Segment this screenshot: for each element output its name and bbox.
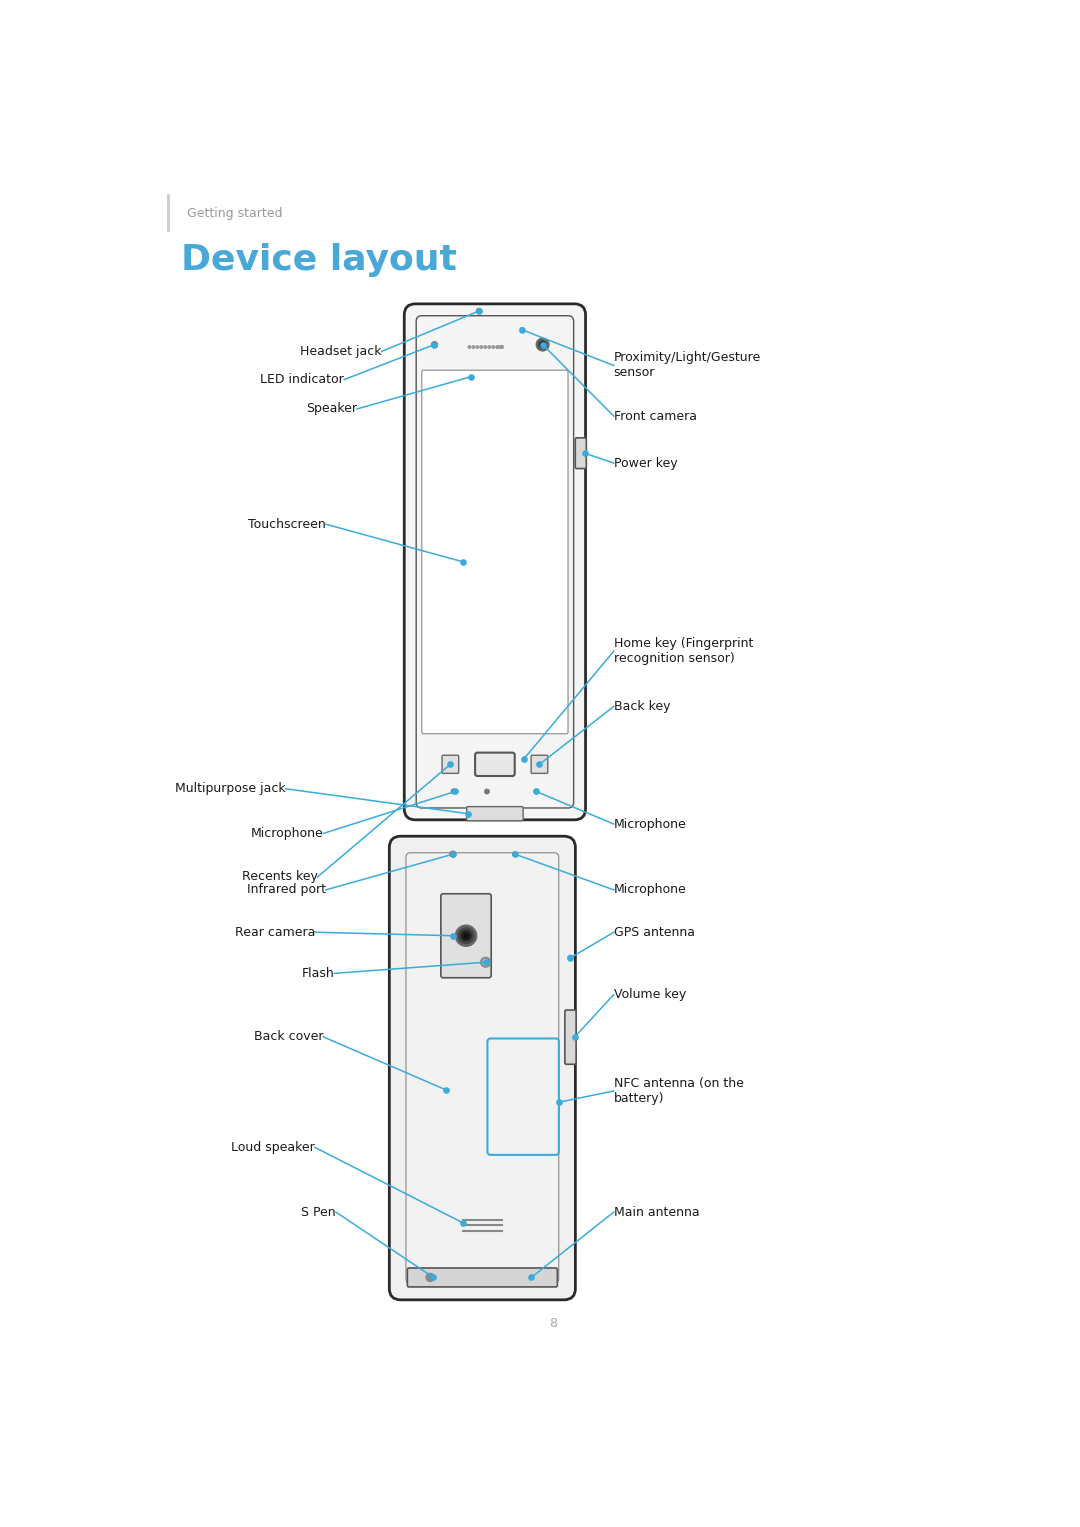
Text: Loud speaker: Loud speaker xyxy=(231,1141,315,1154)
Circle shape xyxy=(484,345,487,348)
FancyBboxPatch shape xyxy=(441,893,491,977)
Text: Microphone: Microphone xyxy=(251,828,323,840)
FancyBboxPatch shape xyxy=(467,806,523,822)
Circle shape xyxy=(492,345,495,348)
Text: Recents key: Recents key xyxy=(242,870,318,884)
Text: 8: 8 xyxy=(550,1318,557,1330)
Text: S Pen: S Pen xyxy=(301,1205,336,1219)
Text: Flash: Flash xyxy=(301,967,334,980)
Text: Home key (Fingerprint
recognition sensor): Home key (Fingerprint recognition sensor… xyxy=(613,637,753,666)
Circle shape xyxy=(485,789,489,794)
Circle shape xyxy=(521,328,524,331)
Text: Speaker: Speaker xyxy=(306,403,356,415)
Circle shape xyxy=(450,851,456,857)
Text: Getting started: Getting started xyxy=(187,208,282,220)
Text: Power key: Power key xyxy=(613,457,677,470)
Circle shape xyxy=(513,852,517,857)
Circle shape xyxy=(469,345,471,348)
Circle shape xyxy=(463,933,469,938)
Circle shape xyxy=(472,345,475,348)
Text: Touchscreen: Touchscreen xyxy=(248,518,326,531)
Circle shape xyxy=(537,339,549,351)
FancyBboxPatch shape xyxy=(389,837,576,1299)
FancyBboxPatch shape xyxy=(404,304,585,820)
Text: Front camera: Front camera xyxy=(613,409,697,423)
Text: GPS antenna: GPS antenna xyxy=(613,925,694,939)
Circle shape xyxy=(451,789,456,794)
Circle shape xyxy=(476,308,482,313)
FancyBboxPatch shape xyxy=(576,438,586,469)
Circle shape xyxy=(500,345,502,348)
Text: Rear camera: Rear camera xyxy=(234,925,315,939)
Circle shape xyxy=(534,789,539,794)
Text: oo: oo xyxy=(497,344,505,350)
Circle shape xyxy=(456,925,476,947)
FancyBboxPatch shape xyxy=(565,1009,576,1064)
FancyBboxPatch shape xyxy=(531,756,548,773)
Text: Back key: Back key xyxy=(613,699,671,713)
Text: Device layout: Device layout xyxy=(181,243,457,276)
Circle shape xyxy=(481,345,483,348)
Text: Infrared port: Infrared port xyxy=(247,884,326,896)
Text: Microphone: Microphone xyxy=(613,817,687,831)
Circle shape xyxy=(432,342,437,348)
FancyBboxPatch shape xyxy=(422,370,568,734)
Text: Multipurpose jack: Multipurpose jack xyxy=(175,782,285,796)
Text: LED indicator: LED indicator xyxy=(260,373,345,386)
Circle shape xyxy=(426,1274,434,1281)
Text: Back cover: Back cover xyxy=(254,1031,323,1043)
Text: NFC antenna (on the
battery): NFC antenna (on the battery) xyxy=(613,1077,744,1106)
Text: Main antenna: Main antenna xyxy=(613,1205,700,1219)
Circle shape xyxy=(476,345,478,348)
Circle shape xyxy=(461,931,471,941)
Circle shape xyxy=(568,956,572,960)
FancyBboxPatch shape xyxy=(406,852,558,1283)
Text: Proximity/Light/Gesture
sensor: Proximity/Light/Gesture sensor xyxy=(613,351,761,380)
Circle shape xyxy=(481,957,490,967)
Text: Headset jack: Headset jack xyxy=(300,345,382,357)
Text: Volume key: Volume key xyxy=(613,988,686,1002)
Circle shape xyxy=(496,345,499,348)
Circle shape xyxy=(539,341,546,348)
Circle shape xyxy=(483,959,488,965)
Circle shape xyxy=(488,345,490,348)
FancyBboxPatch shape xyxy=(475,753,515,776)
FancyBboxPatch shape xyxy=(442,756,459,773)
FancyBboxPatch shape xyxy=(407,1267,557,1287)
Circle shape xyxy=(458,928,474,944)
Text: Microphone: Microphone xyxy=(613,884,687,896)
